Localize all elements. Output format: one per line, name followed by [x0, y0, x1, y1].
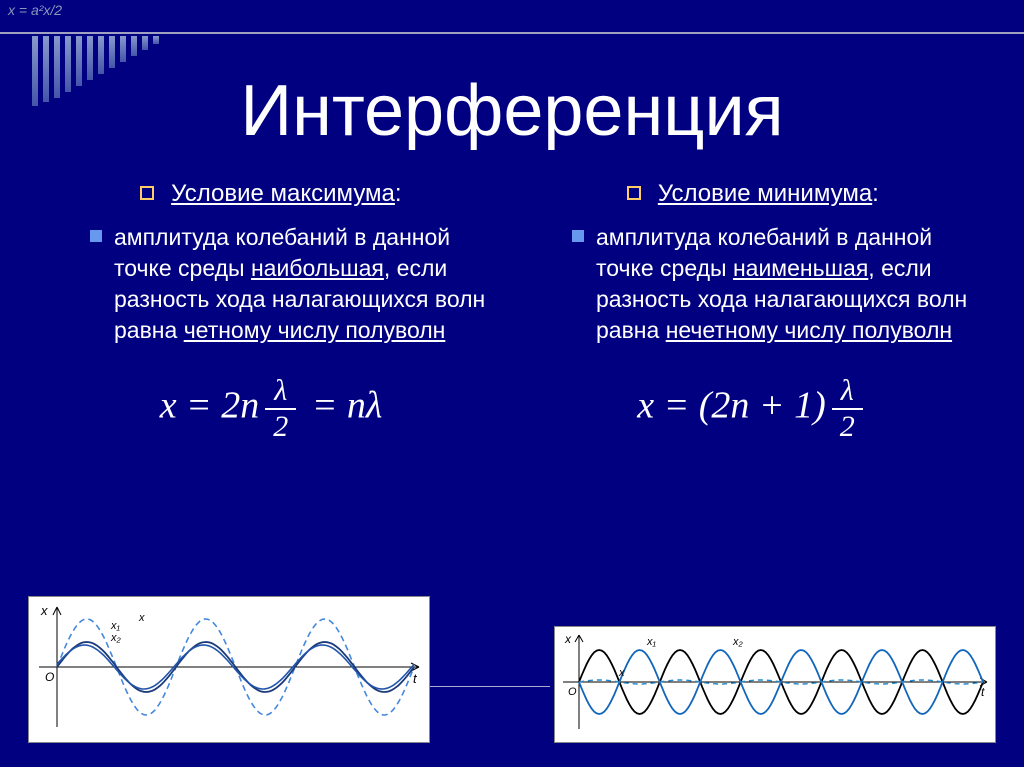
heading-min: Условие минимума:	[532, 180, 974, 208]
heading-min-text: Условие минимума	[658, 180, 872, 207]
divider-top	[0, 32, 1024, 34]
heading-max: Условие максимума:	[50, 180, 492, 208]
slide-title: Интерференция	[0, 70, 1024, 152]
svg-text:O: O	[568, 686, 577, 698]
column-min: Условие минимума: амплитуда колебаний в …	[512, 180, 994, 444]
svg-text:x: x	[138, 612, 145, 624]
column-max: Условие максимума: амплитуда колебаний в…	[30, 180, 512, 444]
formula-min-num: λ	[832, 374, 863, 410]
svg-text:t: t	[981, 685, 985, 699]
bullet-solid-icon	[90, 230, 102, 242]
body-min: амплитуда колебаний в данной точке среды…	[532, 222, 974, 346]
svg-text:x₂: x₂	[732, 636, 744, 648]
formula-max-rhs: = nλ	[302, 385, 382, 427]
svg-text:x₁: x₁	[110, 620, 121, 632]
corner-formula: x = a²x/2	[8, 2, 62, 18]
body-min-u3: нечетному числу полуволн	[666, 317, 952, 343]
bullet-hollow-icon	[627, 186, 641, 200]
formula-min-lhs: x = (2n + 1)	[637, 385, 825, 427]
body-max: амплитуда колебаний в данной точке среды…	[50, 222, 492, 346]
formula-max-num: λ	[265, 374, 296, 410]
body-max-u3: четному числу полуволн	[184, 317, 446, 343]
svg-text:x₁: x₁	[646, 636, 657, 648]
content-columns: Условие максимума: амплитуда колебаний в…	[0, 180, 1024, 444]
body-min-u1: наименьшая	[733, 255, 868, 281]
bullet-hollow-icon	[140, 186, 154, 200]
svg-text:x: x	[564, 632, 572, 646]
graph-constructive: x t Ox₁x₂ x	[28, 596, 430, 743]
formula-max: x = 2nλ2 = nλ	[50, 374, 492, 444]
formula-min-den: 2	[832, 410, 863, 444]
formula-max-den: 2	[265, 410, 296, 444]
svg-text:x₂: x₂	[110, 632, 122, 644]
bullet-solid-icon	[572, 230, 584, 242]
svg-text:x: x	[40, 603, 48, 618]
formula-min: x = (2n + 1)λ2	[532, 374, 974, 444]
svg-text:t: t	[413, 671, 418, 686]
heading-max-text: Условие максимума	[171, 180, 395, 207]
graph-row: xtOx₁x₂x xtOx₁x₂x	[28, 596, 996, 743]
formula-max-lhs: x = 2n	[160, 385, 260, 427]
graph-destructive: x t Ox₁ x₂ x	[554, 626, 996, 743]
svg-text:O: O	[45, 670, 54, 684]
body-max-u1: наибольшая	[251, 255, 384, 281]
svg-text:x: x	[618, 667, 625, 679]
